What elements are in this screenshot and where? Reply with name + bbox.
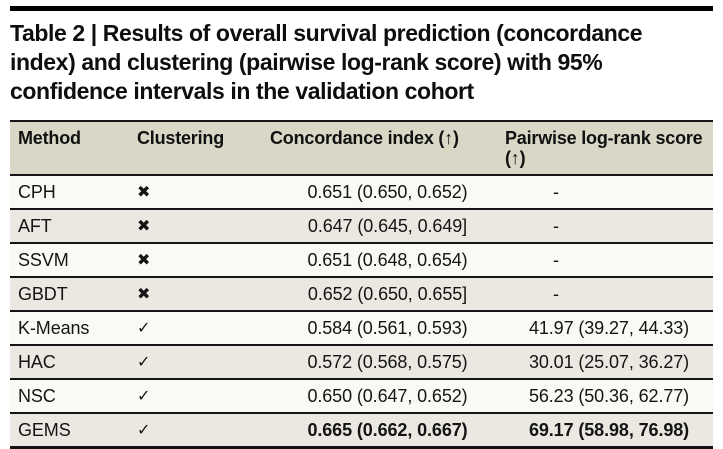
method-label: CPH — [10, 175, 137, 210]
concordance-value: 0.665 (0.662, 0.667) — [270, 413, 505, 449]
clustering-mark-cell: ✓ — [137, 379, 270, 414]
table-row-ssvm: SSVM ✖ 0.651 (0.648, 0.654) - — [10, 243, 713, 278]
logrank-value: 56.23 (50.36, 62.77) — [505, 379, 713, 414]
column-header-method: Method — [10, 120, 137, 176]
clustering-mark-cell: ✖ — [137, 209, 270, 244]
clustering-mark-cell: ✓ — [137, 311, 270, 346]
logrank-value: - — [505, 175, 713, 210]
concordance-value: 0.584 (0.561, 0.593) — [270, 311, 505, 346]
concordance-value: 0.572 (0.568, 0.575) — [270, 345, 505, 380]
method-label: GBDT — [10, 277, 137, 312]
check-icon: ✓ — [137, 422, 151, 439]
column-header-concordance-index: Concordance index (↑) — [270, 120, 505, 176]
column-header-pairwise-logrank-score: Pairwise log-rank score (↑) — [505, 120, 713, 176]
results-table: Method Clustering Concordance index (↑) … — [10, 120, 713, 449]
check-icon: ✓ — [137, 388, 151, 405]
table-caption-line-3: confidence intervals in the validation c… — [10, 78, 474, 104]
clustering-mark-cell: ✓ — [137, 413, 270, 449]
table-row-kmeans: K-Means ✓ 0.584 (0.561, 0.593) 41.97 (39… — [10, 311, 713, 346]
paper-table-page: Table 2 | Results of overall survival pr… — [0, 6, 723, 449]
logrank-value: - — [505, 209, 713, 244]
cross-icon: ✖ — [137, 184, 151, 201]
clustering-mark-cell: ✓ — [137, 345, 270, 380]
table-caption: Table 2 | Results of overall survival pr… — [10, 19, 713, 106]
method-label: AFT — [10, 209, 137, 244]
logrank-value: 69.17 (58.98, 76.98) — [505, 413, 713, 449]
clustering-mark-cell: ✖ — [137, 175, 270, 210]
logrank-value: 41.97 (39.27, 44.33) — [505, 311, 713, 346]
table-row-gems: GEMS ✓ 0.665 (0.662, 0.667) 69.17 (58.98… — [10, 413, 713, 449]
table-row-aft: AFT ✖ 0.647 (0.645, 0.649] - — [10, 209, 713, 244]
clustering-mark-cell: ✖ — [137, 277, 270, 312]
clustering-mark-cell: ✖ — [137, 243, 270, 278]
table-row-hac: HAC ✓ 0.572 (0.568, 0.575) 30.01 (25.07,… — [10, 345, 713, 380]
check-icon: ✓ — [137, 320, 151, 337]
method-label: GEMS — [10, 413, 137, 449]
table-header: Method Clustering Concordance index (↑) … — [10, 120, 713, 176]
concordance-value: 0.651 (0.648, 0.654) — [270, 243, 505, 278]
header-row: Method Clustering Concordance index (↑) … — [10, 120, 713, 176]
logrank-value: - — [505, 243, 713, 278]
method-label: HAC — [10, 345, 137, 380]
method-label: K-Means — [10, 311, 137, 346]
concordance-value: 0.652 (0.650, 0.655] — [270, 277, 505, 312]
logrank-value: 30.01 (25.07, 36.27) — [505, 345, 713, 380]
cross-icon: ✖ — [137, 286, 151, 303]
column-header-clustering: Clustering — [137, 120, 270, 176]
table-caption-line-1: Table 2 | Results of overall survival pr… — [10, 20, 643, 46]
method-label: SSVM — [10, 243, 137, 278]
method-label: NSC — [10, 379, 137, 414]
table-row-nsc: NSC ✓ 0.650 (0.647, 0.652) 56.23 (50.36,… — [10, 379, 713, 414]
cross-icon: ✖ — [137, 252, 151, 269]
table-body: CPH ✖ 0.651 (0.650, 0.652) - AFT ✖ 0.647… — [10, 175, 713, 449]
cross-icon: ✖ — [137, 218, 151, 235]
concordance-value: 0.651 (0.650, 0.652) — [270, 175, 505, 210]
logrank-value: - — [505, 277, 713, 312]
check-icon: ✓ — [137, 354, 151, 371]
table-row-cph: CPH ✖ 0.651 (0.650, 0.652) - — [10, 175, 713, 210]
concordance-value: 0.650 (0.647, 0.652) — [270, 379, 505, 414]
top-rule-divider — [10, 6, 713, 11]
table-caption-line-2: index) and clustering (pairwise log-rank… — [10, 49, 603, 75]
table-row-gbdt: GBDT ✖ 0.652 (0.650, 0.655] - — [10, 277, 713, 312]
concordance-value: 0.647 (0.645, 0.649] — [270, 209, 505, 244]
